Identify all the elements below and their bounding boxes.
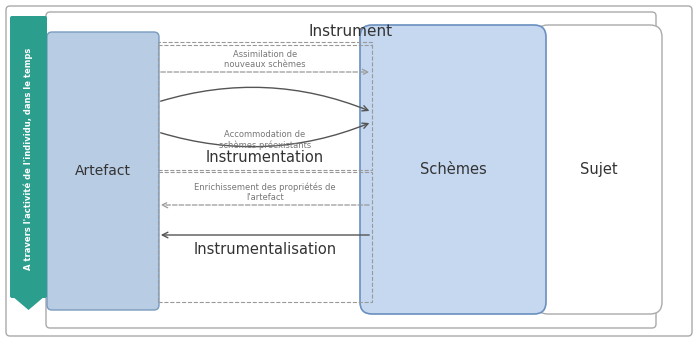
FancyBboxPatch shape	[6, 6, 692, 336]
FancyBboxPatch shape	[46, 12, 656, 328]
FancyBboxPatch shape	[10, 16, 47, 298]
FancyBboxPatch shape	[47, 32, 159, 310]
Text: Accommodation de
schèmes préexistants: Accommodation de schèmes préexistants	[219, 130, 311, 150]
Bar	[158, 42, 372, 170]
Text: Instrumentation: Instrumentation	[206, 150, 324, 165]
Polygon shape	[12, 296, 45, 310]
Text: A travers l'activité de l'individu, dans le temps: A travers l'activité de l'individu, dans…	[24, 48, 34, 270]
Text: Schèmes: Schèmes	[419, 162, 486, 177]
FancyBboxPatch shape	[536, 25, 662, 314]
Text: Instrument: Instrument	[309, 24, 393, 39]
Text: Artefact: Artefact	[75, 164, 131, 178]
Text: Instrumentalisation: Instrumentalisation	[193, 242, 337, 257]
Bar	[158, 172, 372, 302]
Text: Enrichissement des propriétés de
l'artefact: Enrichissement des propriétés de l'artef…	[194, 182, 336, 202]
FancyBboxPatch shape	[360, 25, 546, 314]
Text: Assimilation de
nouveaux schèmes: Assimilation de nouveaux schèmes	[224, 50, 306, 69]
Text: Sujet: Sujet	[580, 162, 618, 177]
